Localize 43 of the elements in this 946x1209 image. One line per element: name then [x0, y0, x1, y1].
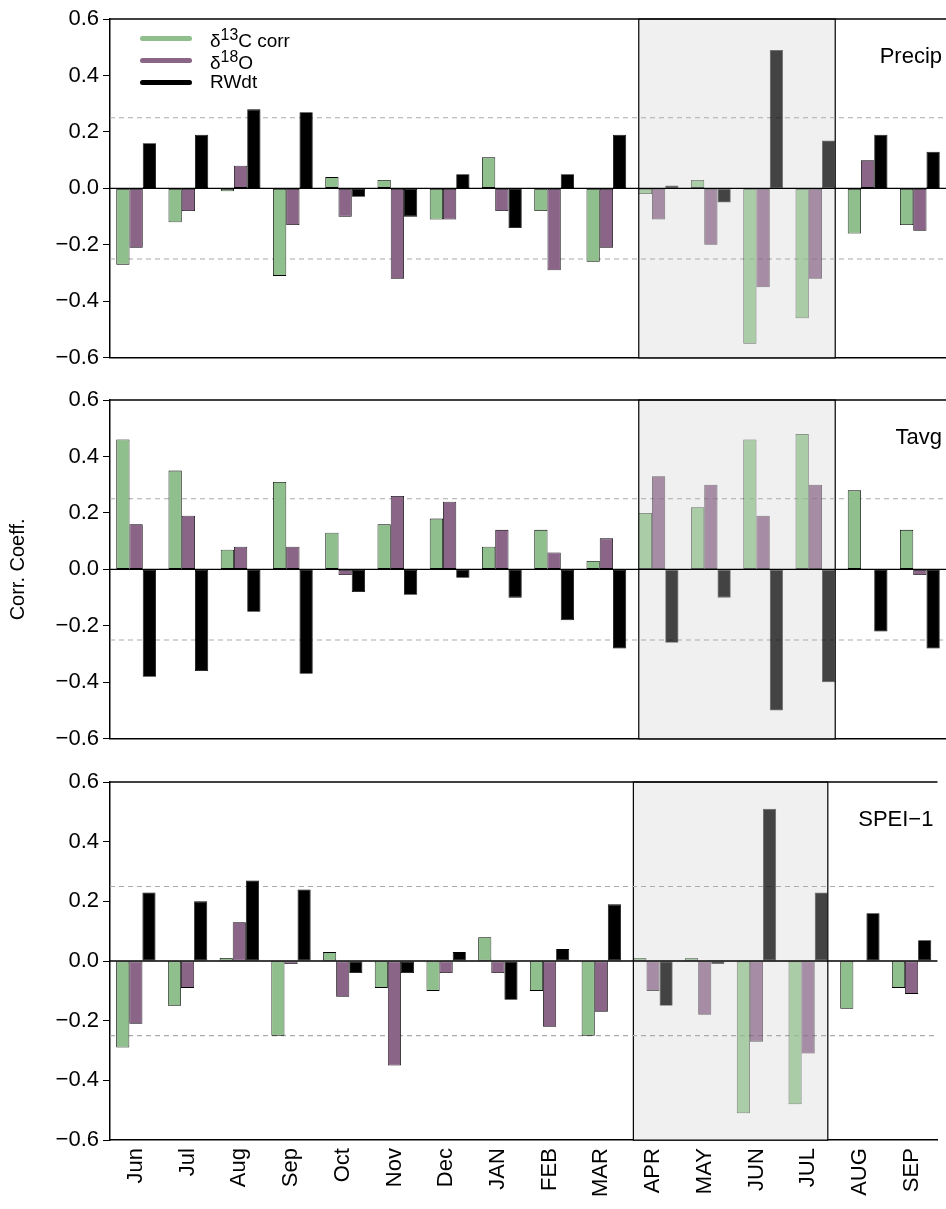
y-tick-label: −0.2 — [55, 611, 99, 637]
x-tick-label: JUL — [794, 1148, 820, 1188]
legend-label: RWdt — [210, 71, 258, 92]
y-tick-label: 0.0 — [68, 947, 99, 973]
text: Precip — [879, 43, 942, 68]
y-tick-label: 0.2 — [68, 887, 99, 913]
y-axis-title: Corr. Coeff. — [5, 518, 28, 621]
x-tick-label: Nov — [380, 1148, 406, 1188]
text: Tavg — [895, 424, 942, 449]
x-tick-label: Jul — [173, 1148, 199, 1177]
y-tick-label: −0.6 — [55, 343, 99, 369]
y-tick-label: −0.2 — [55, 230, 99, 256]
y-tick-label: 0.4 — [68, 61, 99, 87]
y-tick-label: 0.6 — [68, 768, 99, 794]
x-tick-label: MAY — [690, 1147, 716, 1195]
y-tick-label: −0.2 — [55, 1006, 99, 1032]
x-tick-label: JUN — [742, 1148, 768, 1191]
x-tick-label: Jun — [121, 1148, 147, 1184]
x-tick-label: AUG — [845, 1148, 871, 1196]
x-tick-label: Dec — [432, 1148, 458, 1188]
x-tick-label: FEB — [535, 1148, 561, 1191]
y-tick-label: −0.4 — [55, 287, 99, 313]
y-tick-label: −0.6 — [55, 724, 99, 750]
y-tick-label: 0.2 — [68, 118, 99, 143]
x-tick-label: Aug — [225, 1148, 251, 1188]
text: SPEI−1 — [858, 806, 934, 831]
y-tick-label: 0.6 — [68, 5, 99, 31]
x-tick-label: Sep — [277, 1148, 303, 1188]
y-tick-label: −0.6 — [55, 1126, 99, 1152]
x-tick-label: Oct — [328, 1148, 354, 1183]
y-tick-label: 0.6 — [68, 386, 99, 412]
y-tick-label: 0.4 — [68, 442, 99, 468]
legend-label: δ$^{18}$O — [210, 47, 253, 74]
y-tick-label: 0.0 — [68, 174, 99, 200]
x-tick-label: APR — [639, 1148, 665, 1194]
x-tick-label: JAN — [483, 1148, 509, 1190]
y-tick-label: 0.0 — [68, 555, 99, 581]
y-tick-label: 0.2 — [68, 499, 99, 524]
y-tick-label: −0.4 — [55, 668, 99, 694]
x-tick-label: SEP — [897, 1148, 923, 1193]
y-tick-label: −0.4 — [55, 1066, 99, 1092]
y-tick-label: 0.4 — [68, 827, 99, 853]
x-tick-label: MAR — [587, 1148, 613, 1197]
